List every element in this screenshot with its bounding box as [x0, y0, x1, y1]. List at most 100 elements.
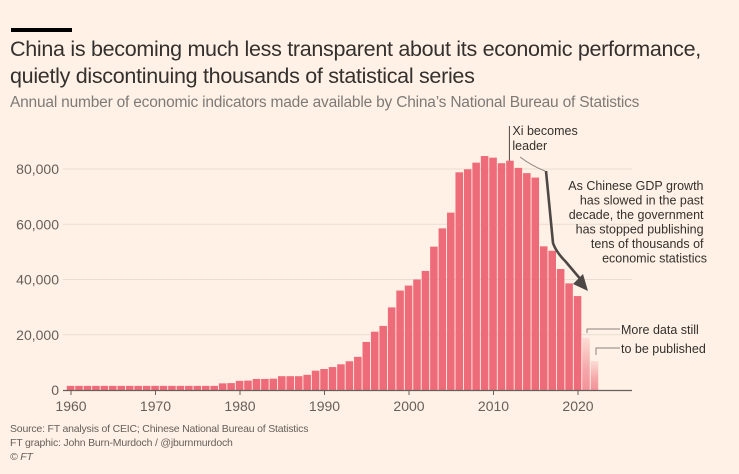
bar [210, 385, 218, 390]
y-axis-labels: 0 20,000 40,000 60,000 80,000 [16, 161, 59, 398]
xi-leader-label: Xi becomes leader [512, 124, 581, 153]
bar [83, 385, 92, 390]
bar [109, 385, 117, 390]
bar [176, 385, 185, 390]
bar [193, 385, 202, 390]
arrow-head-icon [573, 274, 588, 291]
bar [438, 228, 447, 390]
bar [556, 269, 565, 390]
gdp-note-line: tens of thousands of [591, 237, 704, 251]
provisional-bracket [586, 328, 620, 333]
bar [303, 374, 311, 390]
x-axis-ticks: 1960 1970 1980 1990 2000 2010 2020 [55, 390, 594, 414]
bar [92, 385, 100, 390]
graphic-credit: FT graphic: John Burn-Murdoch / @jburnmu… [10, 437, 233, 449]
gdp-note-line: decade, the government [569, 208, 704, 222]
bar [506, 160, 514, 390]
gdp-note-line: has stopped publishing [576, 223, 704, 237]
bar [387, 307, 396, 390]
bar [447, 212, 455, 390]
x-tick-label: 1990 [309, 398, 340, 414]
bar [404, 285, 413, 390]
xi-leader-label-line: leader [512, 139, 547, 153]
bar [497, 163, 506, 390]
annotations: Xi becomes leader As Chinese GDP growth … [508, 124, 707, 356]
xi-leader-label-line: Xi becomes [512, 124, 577, 138]
bar [261, 378, 269, 390]
more-data-label-line: to be published [621, 342, 706, 356]
x-tick-label: 2020 [562, 398, 593, 414]
bar [320, 369, 328, 390]
bar [413, 279, 421, 390]
bar [244, 380, 252, 390]
bar [235, 380, 244, 390]
ft-top-rule [11, 28, 72, 32]
y-tick-label: 20,000 [16, 327, 59, 343]
bar [472, 162, 480, 390]
gdp-note-label: As Chinese GDP growth has slowed in the … [568, 179, 707, 266]
bar [117, 385, 126, 390]
bar [573, 296, 582, 390]
bar [286, 376, 295, 390]
copyright: © FT [10, 451, 33, 463]
bar [142, 385, 151, 390]
bars [66, 156, 599, 390]
footer: Source: FT analysis of CEIC; Chinese Nat… [10, 422, 308, 464]
bar [463, 169, 472, 390]
bar [565, 283, 573, 390]
bar-provisional [582, 337, 590, 390]
gdp-note-line: As Chinese GDP growth [568, 179, 703, 193]
x-tick-label: 1960 [55, 398, 86, 414]
x-tick-label: 1980 [224, 398, 255, 414]
bar [489, 157, 497, 390]
bar [455, 172, 464, 390]
source-note: Source: FT analysis of CEIC; Chinese Nat… [10, 423, 309, 435]
bar [328, 367, 337, 390]
bar [185, 385, 193, 390]
more-data-label: More data still to be published [621, 323, 706, 356]
annotation-connector [519, 156, 546, 172]
bar [125, 385, 134, 390]
bar [379, 325, 387, 390]
y-tick-label: 80,000 [16, 161, 59, 177]
bar [218, 383, 227, 390]
bar [354, 356, 362, 390]
chart-subtitle: Annual number of economic indicators mad… [10, 94, 640, 111]
bar [337, 364, 345, 390]
bar [539, 246, 548, 390]
bar [311, 370, 320, 390]
bar [66, 385, 75, 390]
bar [269, 378, 278, 390]
bar [159, 385, 168, 390]
bar [480, 156, 489, 390]
x-tick-label: 2000 [393, 398, 424, 414]
provisional-bracket [595, 347, 620, 355]
bar [548, 250, 556, 390]
bar [396, 290, 404, 390]
more-data-label-line: More data still [621, 323, 699, 337]
y-tick-label: 40,000 [16, 272, 59, 288]
bar [168, 385, 176, 390]
bar [201, 385, 210, 390]
gdp-note-line: has slowed in the past [580, 194, 704, 208]
x-tick-label: 2010 [478, 398, 509, 414]
bar [362, 341, 371, 390]
chart-title: China is becoming much less transparent … [10, 37, 701, 88]
y-tick-label: 60,000 [16, 216, 59, 232]
decline-arrow [544, 170, 583, 282]
bar [370, 331, 379, 390]
bar-provisional [590, 360, 599, 390]
gdp-note-line: economic statistics [602, 252, 707, 266]
bar [514, 167, 523, 390]
bar [430, 246, 438, 390]
bar [531, 177, 540, 390]
bar [345, 361, 354, 390]
bar [151, 385, 159, 390]
bar [227, 383, 235, 390]
bar [100, 385, 109, 390]
bar [523, 173, 531, 390]
bar [75, 385, 83, 390]
bar [278, 376, 286, 390]
bar [421, 270, 430, 390]
